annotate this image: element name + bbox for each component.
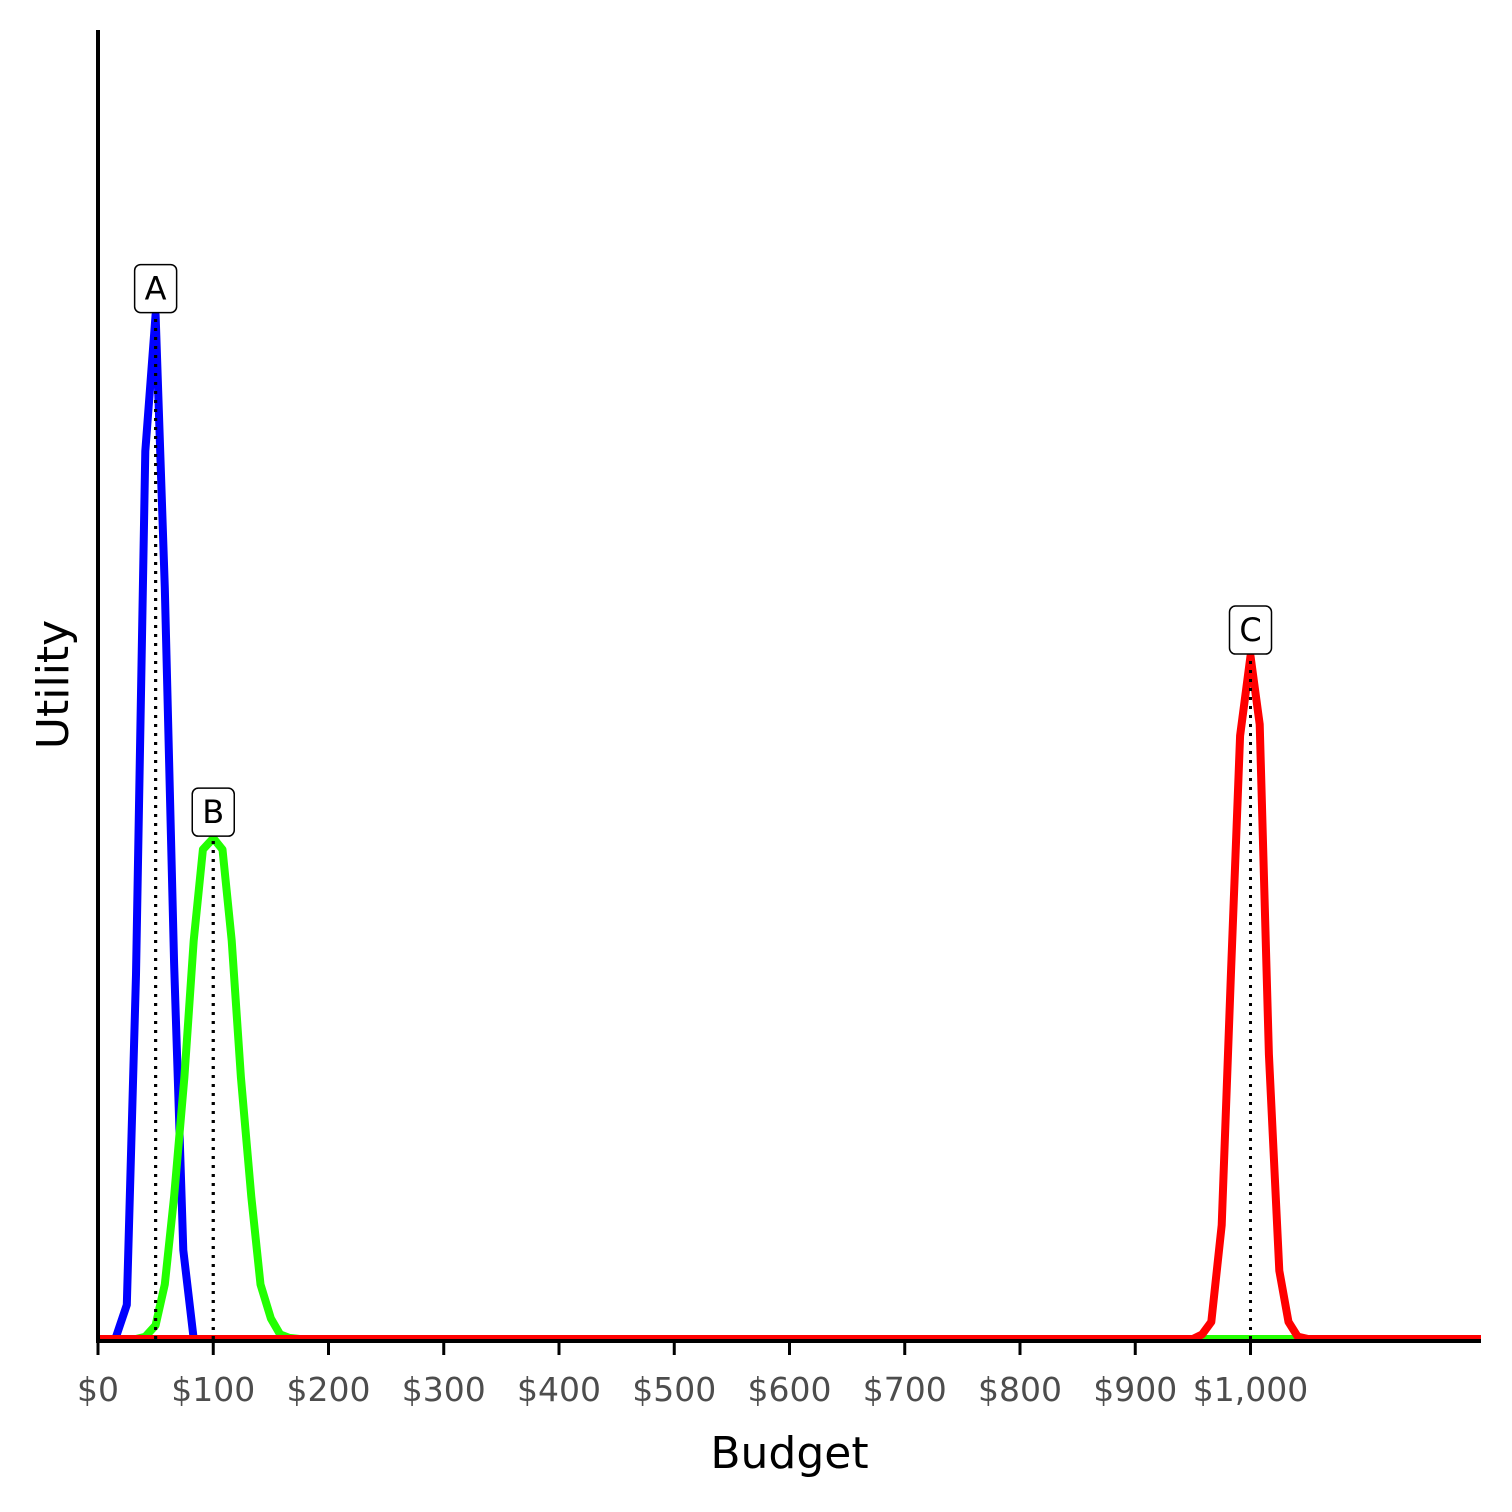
x-tick-label-8: $800 [978,1370,1062,1409]
x-tick-label-3: $300 [402,1370,486,1409]
peak-label-a: A [145,270,167,308]
x-tick-label-0: $0 [77,1370,119,1409]
x-tick-label-5: $500 [632,1370,716,1409]
x-tick-label-4: $400 [517,1370,601,1409]
x-axis-title: Budget [710,1428,868,1479]
peak-marker-layer: A B C [133,263,1273,1339]
x-tick-label-10: $1,000 [1193,1370,1308,1409]
series-layer [98,310,1481,1343]
y-axis-title: Utility [28,620,79,749]
peak-label-box-c [1228,605,1273,655]
x-tick-label-7: $700 [863,1370,947,1409]
series-line-3 [98,652,1481,1343]
peak-label-box-a [133,263,178,314]
x-tick-label-9: $900 [1093,1370,1177,1409]
peak-label-c: C [1239,611,1261,649]
peak-label-b: B [202,793,224,831]
x-tick-label-6: $600 [748,1370,832,1409]
x-tick-label-1: $100 [171,1370,255,1409]
peak-label-box-b [191,787,235,837]
axis-layer: $0 $100 $200 $300 $400 $500 $600 $700 $800 $900 $1… [77,30,1481,1409]
x-tick-label-2: $200 [287,1370,371,1409]
